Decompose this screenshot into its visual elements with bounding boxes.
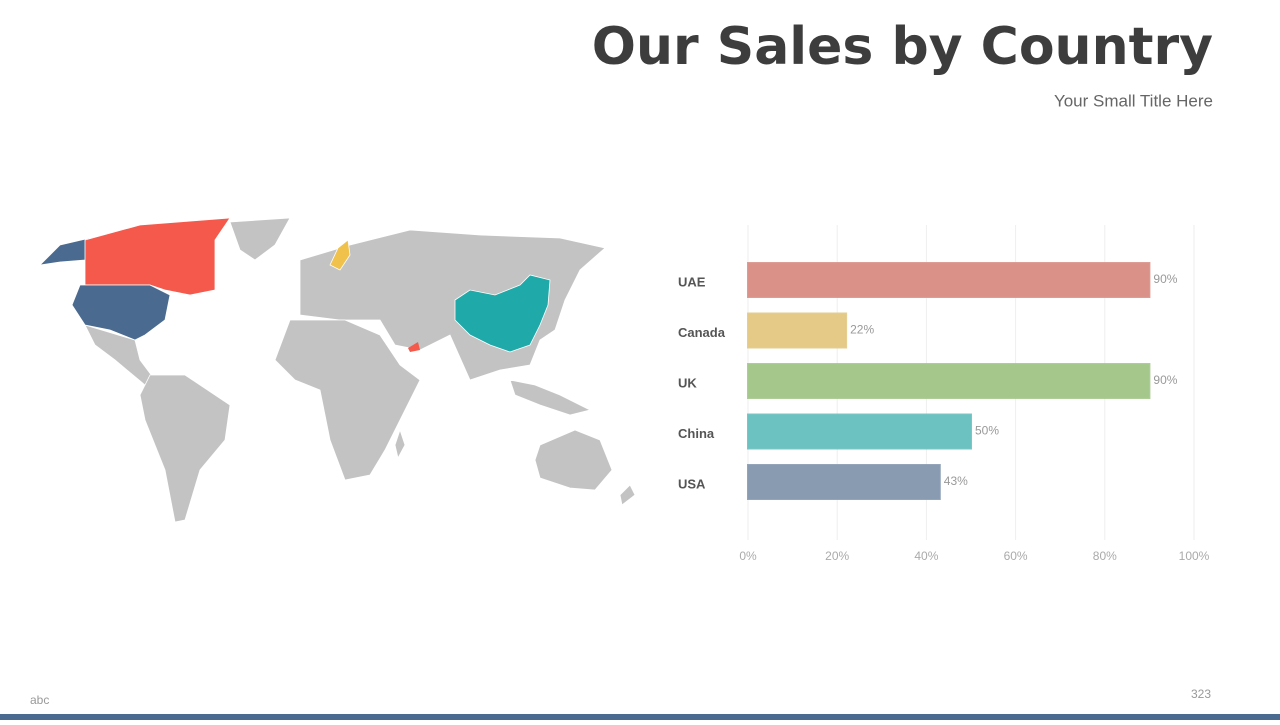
y-tick-label: China <box>678 426 715 441</box>
page-number: 323 <box>1191 687 1211 701</box>
value-label: 90% <box>1153 272 1177 286</box>
bar <box>747 312 848 349</box>
value-label: 22% <box>850 323 874 337</box>
footer-text: abc <box>30 693 49 707</box>
bar <box>747 262 1151 298</box>
y-tick-label: Canada <box>678 325 726 340</box>
bar <box>747 464 941 500</box>
world-map <box>38 217 636 523</box>
x-tick-label: 40% <box>914 549 938 563</box>
x-tick-label: 80% <box>1093 549 1117 563</box>
value-label: 90% <box>1153 373 1177 387</box>
y-tick-label: UK <box>678 375 697 390</box>
footer-bar <box>0 714 1280 720</box>
y-tick-label: USA <box>678 476 706 491</box>
bar <box>747 363 1151 399</box>
x-tick-label: 60% <box>1004 549 1028 563</box>
value-label: 50% <box>975 424 999 438</box>
y-tick-label: UAE <box>678 274 706 289</box>
x-tick-label: 100% <box>1179 549 1210 563</box>
slide-subtitle: Your Small Title Here <box>1054 91 1213 110</box>
value-label: 43% <box>944 474 968 488</box>
x-tick-label: 0% <box>739 549 757 563</box>
bar <box>747 413 972 450</box>
slide-title: Our Sales by Country <box>592 17 1213 77</box>
x-tick-label: 20% <box>825 549 849 563</box>
